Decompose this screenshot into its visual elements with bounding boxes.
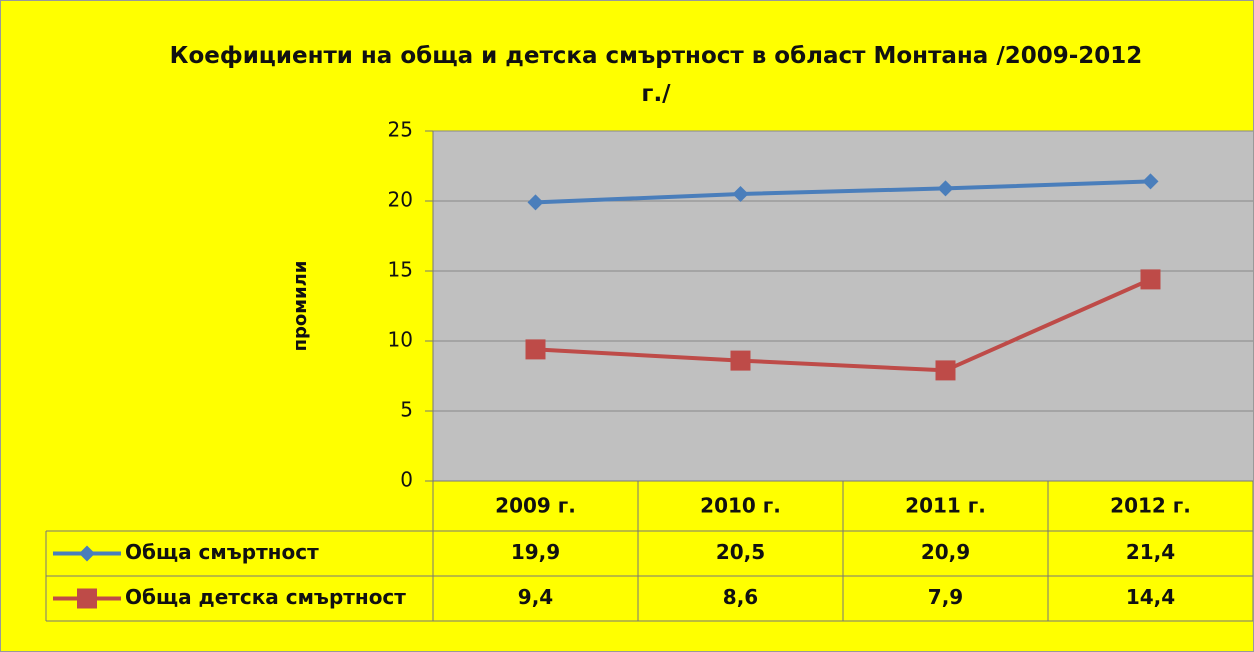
x-tick-label: 2012 г. [1110, 494, 1191, 518]
x-tick-label: 2011 г. [905, 494, 986, 518]
legend-label: Обща детска смъртност [125, 585, 406, 609]
chart-title: Коефициенти на обща и детска смъртност в… [169, 43, 1143, 107]
y-tick-label: 10 [388, 328, 413, 352]
data-label: 14,4 [1126, 585, 1175, 609]
marker [77, 588, 97, 609]
marker [935, 360, 956, 381]
y-tick-label: 20 [388, 188, 413, 212]
marker [79, 545, 95, 562]
marker [527, 194, 544, 211]
marker [730, 350, 751, 371]
marker [937, 180, 954, 197]
data-label: 19,9 [511, 540, 560, 564]
data-label: 7,9 [928, 585, 963, 609]
y-tick-label: 5 [400, 398, 413, 422]
data-label: 9,4 [518, 585, 553, 609]
data-label: 20,9 [921, 540, 970, 564]
line [535, 179, 1151, 205]
line [535, 277, 1152, 373]
marker [732, 186, 749, 202]
legend-label: Обща смъртност [125, 540, 319, 564]
x-tick-label: 2010 г. [700, 494, 781, 518]
y-tick-label: 25 [388, 118, 413, 142]
marker [525, 339, 546, 360]
x-tick-label: 2009 г. [495, 494, 576, 518]
marker [1142, 173, 1159, 190]
data-label: 21,4 [1126, 540, 1175, 564]
data-label: 20,5 [716, 540, 765, 564]
data-label: 8,6 [723, 585, 758, 609]
marker [1140, 269, 1161, 290]
y-tick-label: 0 [400, 468, 413, 492]
y-axis-label: промили [290, 261, 311, 352]
y-tick-label: 15 [388, 258, 413, 282]
